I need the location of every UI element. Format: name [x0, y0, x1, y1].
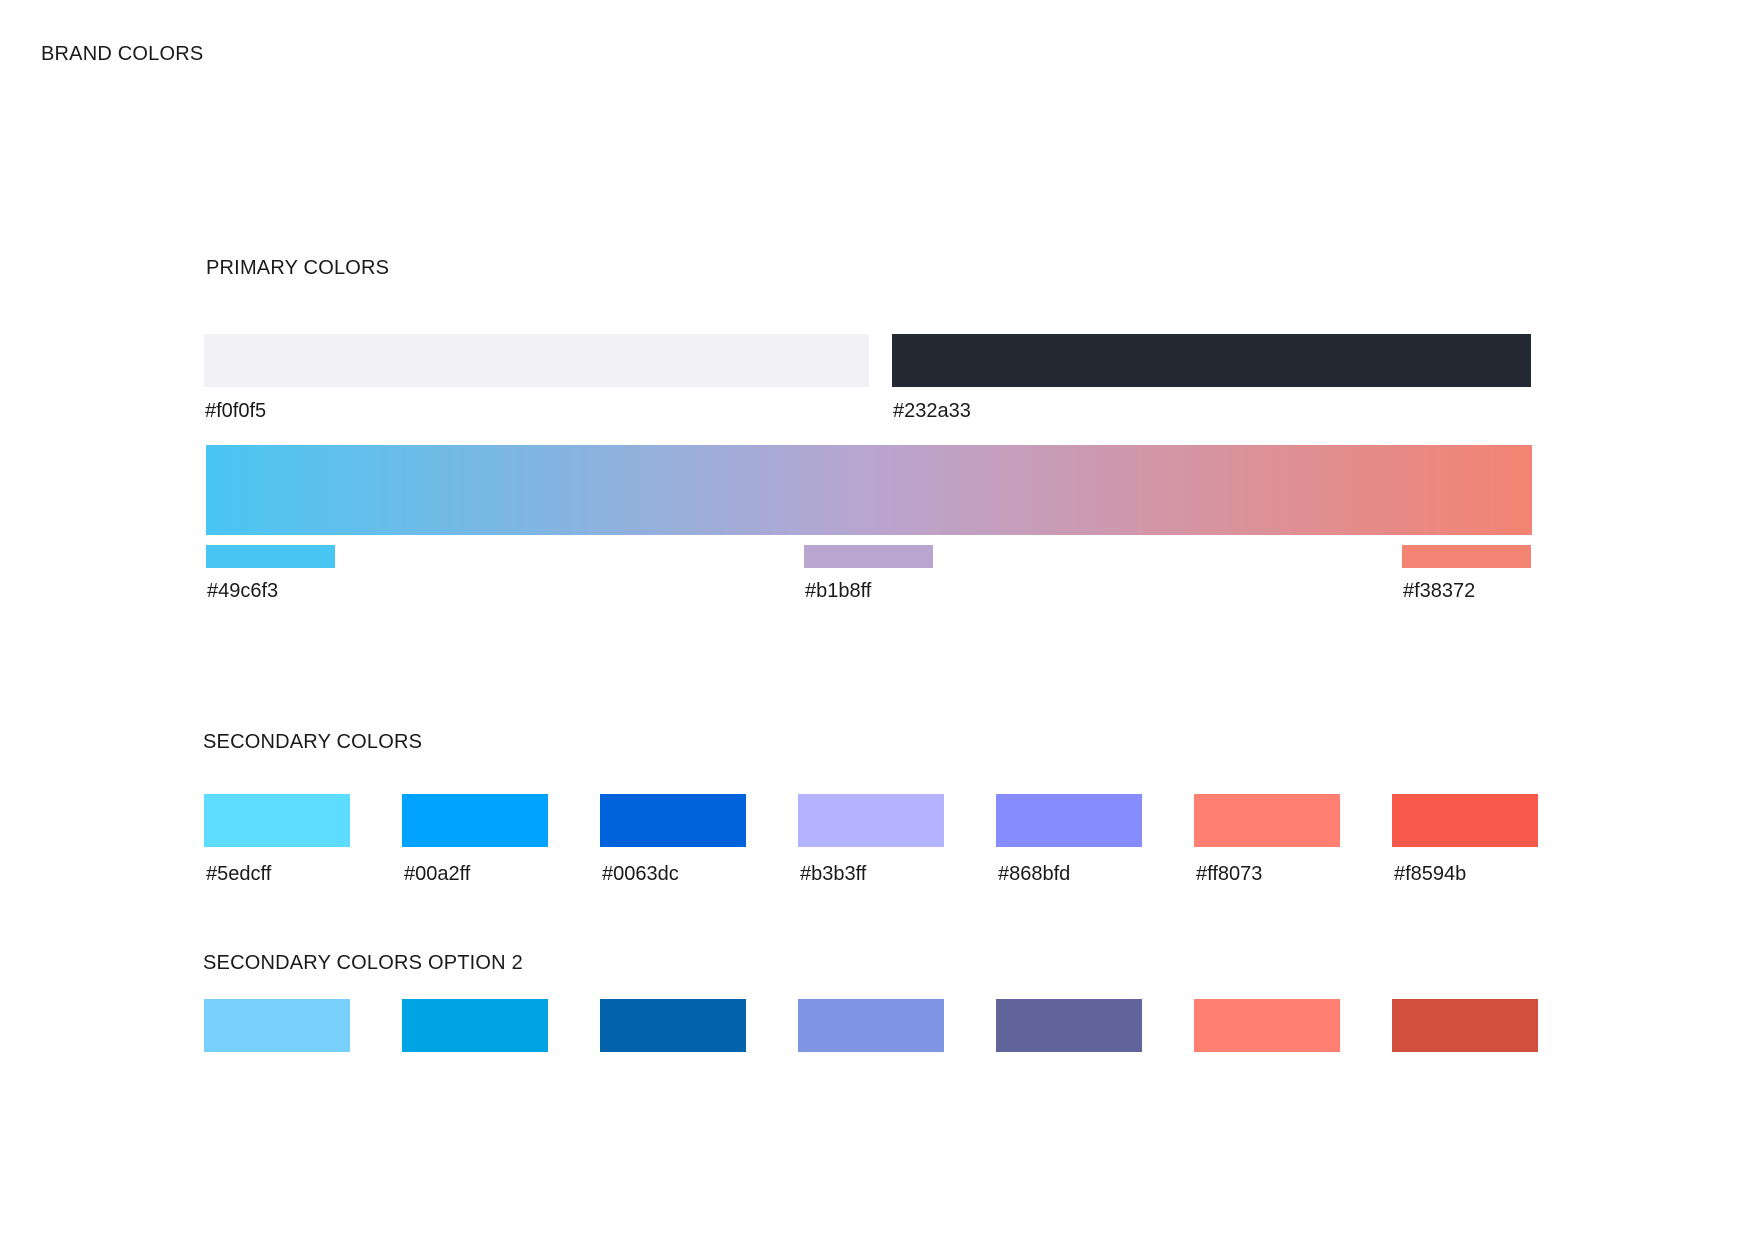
hex-label: #00a2ff	[404, 863, 471, 885]
secondary-option-2-swatch-item	[1392, 999, 1538, 1052]
secondary-option-2-swatch-item	[798, 999, 944, 1052]
gradient-stop-swatch-end	[1402, 545, 1531, 568]
secondary-swatch-item: #f8594b	[1392, 794, 1538, 885]
hex-label: #0063dc	[602, 863, 679, 885]
primary-light-hex-label: #f0f0f5	[205, 400, 267, 422]
secondary-option-2-swatch-item	[402, 999, 548, 1052]
color-swatch	[1392, 999, 1538, 1052]
color-swatch	[402, 999, 548, 1052]
primary-dark-swatch	[892, 334, 1531, 387]
gradient-stop-swatch-middle	[804, 545, 933, 568]
secondary-option-2-swatch-item	[204, 999, 350, 1052]
color-swatch	[1194, 794, 1340, 847]
secondary-swatch-item: #b3b3ff	[798, 794, 944, 885]
secondary-option-2-swatch-item	[1194, 999, 1340, 1052]
color-swatch	[600, 999, 746, 1052]
hex-label: #ff8073	[1196, 863, 1263, 885]
color-swatch	[204, 999, 350, 1052]
gradient-stop-hex-start: #49c6f3	[207, 580, 279, 602]
hex-label: #f8594b	[1394, 863, 1467, 885]
secondary-swatch-item: #5edcff	[204, 794, 350, 885]
color-swatch	[1194, 999, 1340, 1052]
color-swatch	[996, 999, 1142, 1052]
primary-colors-heading: PRIMARY COLORS	[206, 257, 390, 279]
hex-label: #5edcff	[206, 863, 272, 885]
hex-label: #868bfd	[998, 863, 1071, 885]
secondary-option-2-swatch-item	[600, 999, 746, 1052]
primary-dark-hex-label: #232a33	[893, 400, 971, 422]
primary-light-swatch	[204, 334, 869, 387]
primary-gradient-bar	[206, 445, 1532, 535]
secondary-colors-heading: SECONDARY COLORS	[203, 731, 423, 753]
secondary-colors-option-2-heading: SECONDARY COLORS OPTION 2	[203, 952, 523, 974]
hex-label: #b3b3ff	[800, 863, 867, 885]
color-swatch	[402, 794, 548, 847]
color-swatch	[600, 794, 746, 847]
color-swatch	[996, 794, 1142, 847]
secondary-swatch-item: #0063dc	[600, 794, 746, 885]
color-swatch	[204, 794, 350, 847]
gradient-stop-swatch-start	[206, 545, 335, 568]
color-swatch	[1392, 794, 1538, 847]
gradient-stop-hex-middle: #b1b8ff	[805, 580, 872, 602]
page-title: BRAND COLORS	[41, 43, 204, 65]
gradient-stop-hex-end: #f38372	[1403, 580, 1476, 602]
secondary-swatch-item: #ff8073	[1194, 794, 1340, 885]
color-swatch	[798, 794, 944, 847]
color-swatch	[798, 999, 944, 1052]
secondary-option-2-swatch-item	[996, 999, 1142, 1052]
secondary-swatch-item: #00a2ff	[402, 794, 548, 885]
secondary-swatch-item: #868bfd	[996, 794, 1142, 885]
